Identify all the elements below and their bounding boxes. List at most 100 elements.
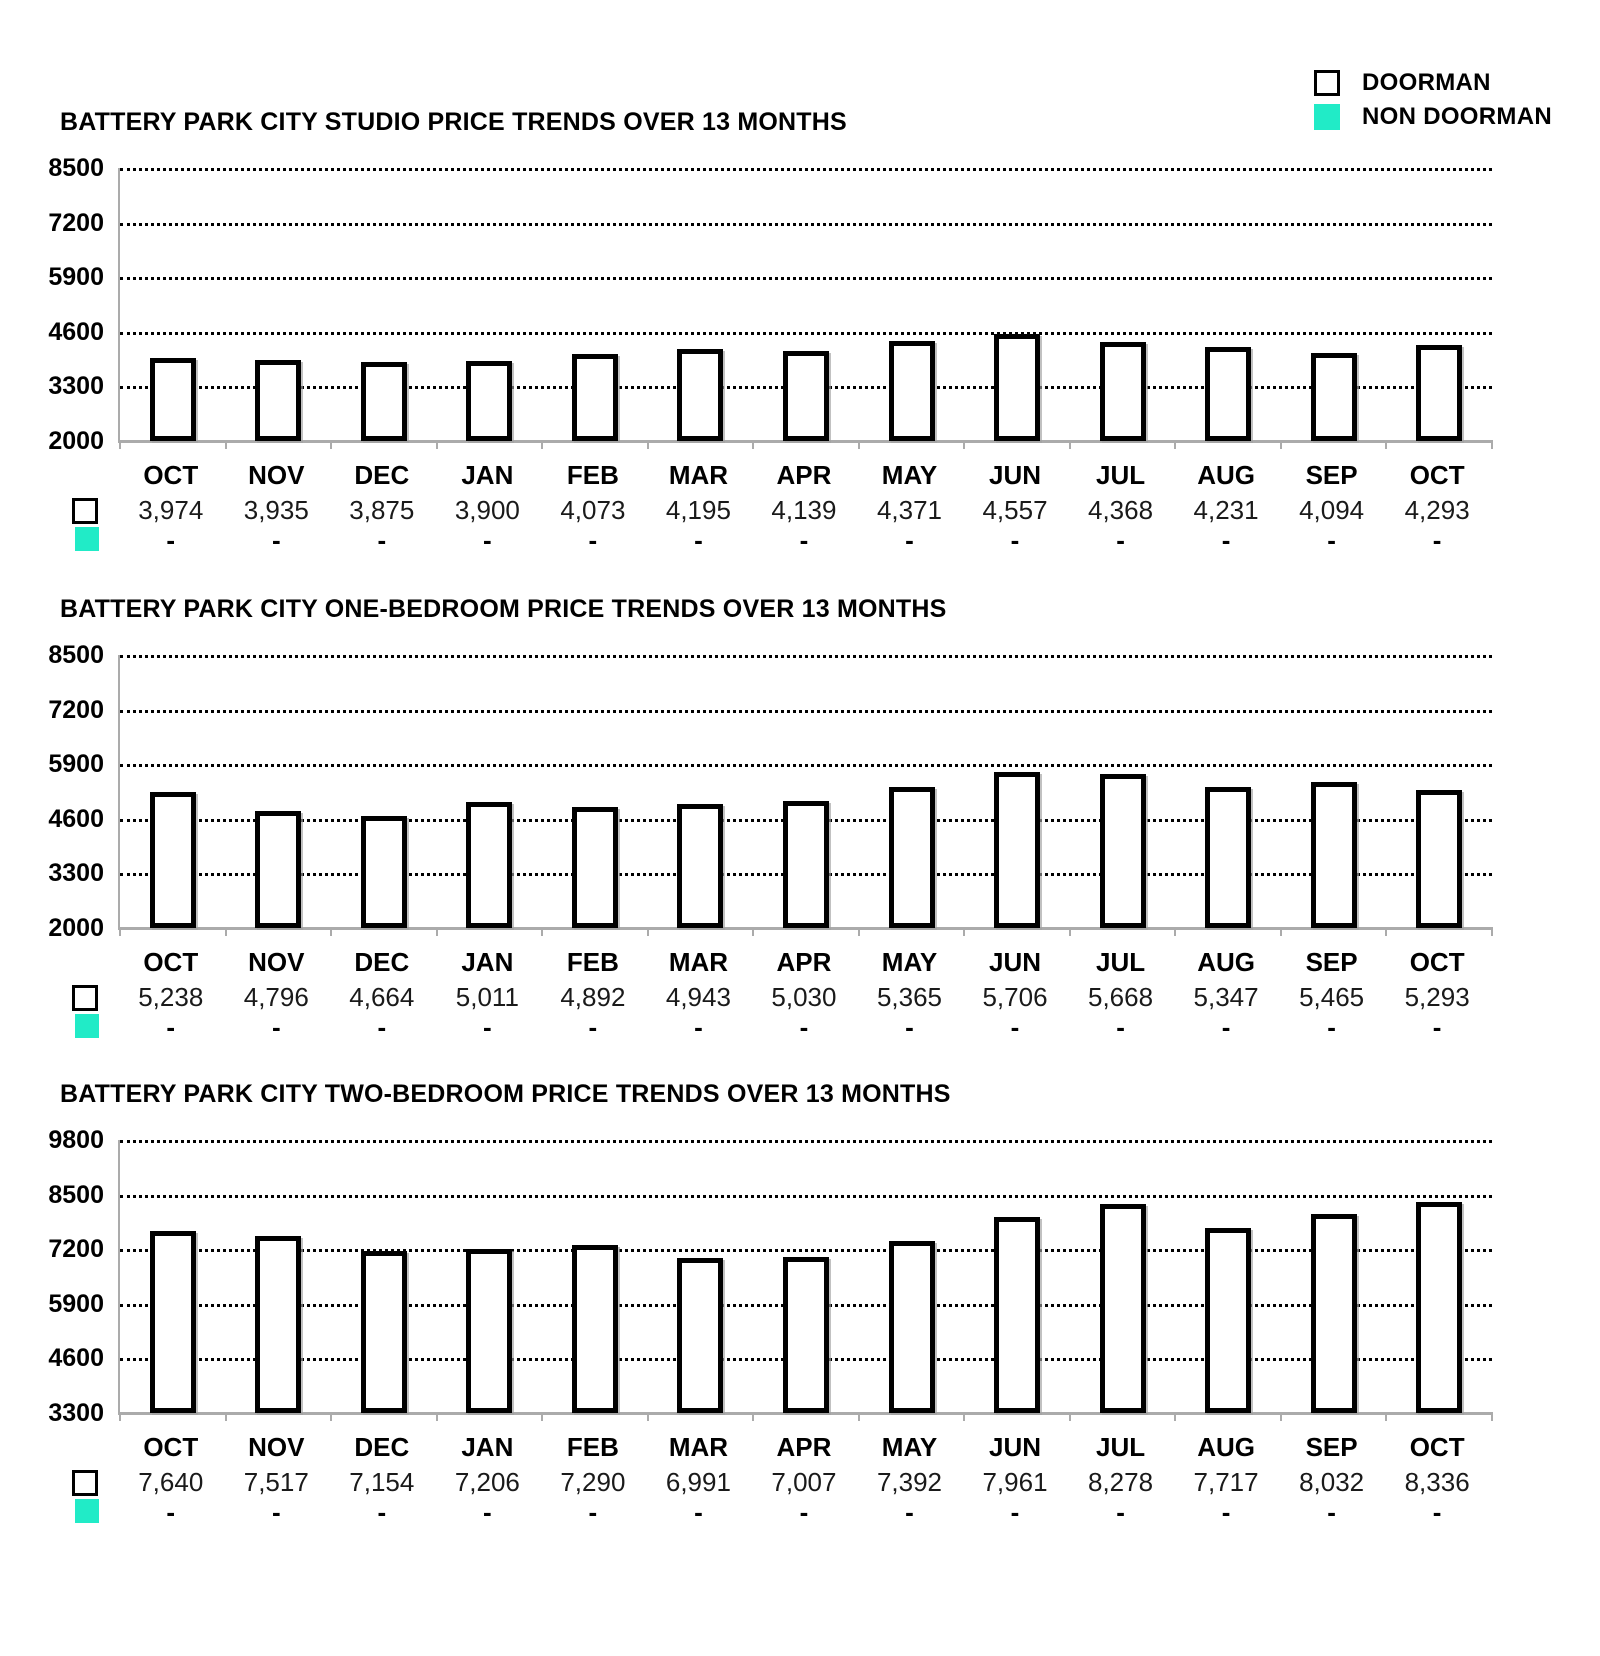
non-doorman-value: - [377,1497,387,1527]
doorman-value: 8,336 [1404,1467,1470,1497]
x-axis-tick [435,1412,438,1421]
doorman-bar [360,1251,407,1413]
month-label: OCT [1409,460,1465,490]
non-doorman-values-row: ------------- [75,525,1490,556]
month-label: SEP [1305,1432,1358,1462]
doorman-bar [677,1257,724,1413]
gridline [120,764,1492,768]
doorman-bar [1310,353,1357,441]
non-doorman-values-row: ------------- [75,1012,1490,1043]
x-axis-tick [330,440,333,449]
y-axis-label: 8500 [48,1180,104,1209]
doorman-bar [1416,1201,1463,1413]
x-axis-tick [1174,440,1177,449]
chart-title: BATTERY PARK CITY TWO-BEDROOM PRICE TREN… [60,1080,951,1108]
doorman-bar [1205,347,1252,441]
legend-item-doorman: DOORMAN [1314,68,1552,98]
doorman-value: 7,290 [560,1467,626,1497]
doorman-bar [360,362,407,441]
doorman-value: 6,991 [665,1467,731,1497]
doorman-bar [1099,773,1146,928]
month-label: MAY [881,1432,938,1462]
gridline [120,331,1492,335]
gridline [120,709,1492,713]
month-labels-row: OCT NOV DEC JAN FEB MAR APR MAY JUN JUL AUG SEP OCT [118,460,1490,491]
x-axis-tick [857,1412,860,1421]
x-axis-tick [1068,1412,1071,1421]
month-label: JAN [461,947,514,977]
doorman-value: 4,557 [982,495,1048,525]
x-axis-line [118,440,1492,443]
doorman-value: 4,231 [1193,495,1259,525]
gridline [120,1194,1492,1198]
non-doorman-value: - [1327,525,1336,555]
doorman-value: 4,195 [665,495,731,525]
y-axis-label: 7200 [48,695,104,724]
doorman-values-row: 7,640 7,517 7,154 7,206 7,290 6,991 7,007 7,392… [72,1467,1490,1498]
non-doorman-value: - [1432,1012,1442,1042]
doorman-bar [466,1248,513,1413]
x-axis-line [118,927,1492,930]
month-label: OCT [143,1432,199,1462]
doorman-bar [783,1257,829,1413]
y-axis-label: 5900 [48,1289,104,1318]
non-doorman-value: - [588,1497,598,1527]
non-doorman-value: - [1116,1497,1125,1527]
x-axis-tick [857,440,860,449]
doorman-values-row: 5,238 4,796 4,664 5,011 4,892 4,943 5,030 5,365… [72,982,1490,1013]
doorman-value: 7,517 [243,1467,309,1497]
x-axis-tick [1279,1412,1282,1421]
two-bedroom-price-chart: BATTERY PARK CITY TWO-BEDROOM PRICE TREN… [0,1080,1600,1566]
non-doorman-value: - [1221,1497,1231,1527]
non-doorman-value: - [905,525,914,555]
doorman-value: 4,094 [1299,495,1365,525]
non-doorman-value: - [588,1012,598,1042]
non-doorman-value: - [271,1497,281,1527]
x-axis-tick [1385,927,1388,936]
doorman-bar [571,1245,618,1413]
non-doorman-value: - [588,525,598,555]
non-doorman-value: - [1010,1012,1020,1042]
doorman-value: 4,293 [1404,495,1470,525]
doorman-bar [1416,789,1463,928]
non-doorman-value: - [694,1497,703,1527]
month-label: MAY [881,460,938,490]
doorman-value: 7,717 [1193,1467,1259,1497]
doorman-bar [360,816,407,928]
non-doorman-row-swatch-icon [75,1499,99,1523]
month-label: AUG [1197,947,1255,977]
doorman-values-row: 3,974 3,935 3,875 3,900 4,073 4,195 4,139 4,371… [72,495,1490,526]
month-label: OCT [143,460,199,490]
doorman-value: 4,371 [876,495,943,525]
doorman-bar [1205,787,1252,928]
month-label: NOV [248,947,305,977]
x-axis-tick [1279,440,1282,449]
doorman-value: 7,961 [982,1467,1048,1497]
y-axis-label: 2000 [48,427,104,455]
doorman-bar [1310,782,1357,928]
doorman-value: 4,073 [560,495,626,525]
non-doorman-value: - [1010,1497,1020,1527]
chart-title: BATTERY PARK CITY ONE-BEDROOM PRICE TREN… [60,595,947,623]
plot-area [118,655,1493,936]
doorman-bar [571,806,618,928]
doorman-bar [1205,1227,1252,1413]
x-axis-tick [963,440,966,449]
x-axis-tick [963,927,966,936]
doorman-value: 3,875 [349,495,415,525]
legend-item-non-doorman: NON DOORMAN [1314,102,1552,132]
x-axis-tick [224,927,227,936]
doorman-value: 8,278 [1088,1467,1154,1497]
month-label: DEC [354,1432,410,1462]
doorman-value: 4,664 [349,982,415,1012]
x-axis-tick [330,1412,333,1421]
doorman-bar [149,792,196,928]
doorman-bar [466,361,513,441]
non-doorman-value: - [1327,1012,1336,1042]
x-axis-tick [330,927,333,936]
doorman-value: 5,011 [455,982,519,1012]
doorman-bar [994,772,1041,928]
month-label: DEC [354,460,410,490]
studio-price-chart: BATTERY PARK CITY STUDIO PRICE TRENDS OV… [0,108,1600,594]
